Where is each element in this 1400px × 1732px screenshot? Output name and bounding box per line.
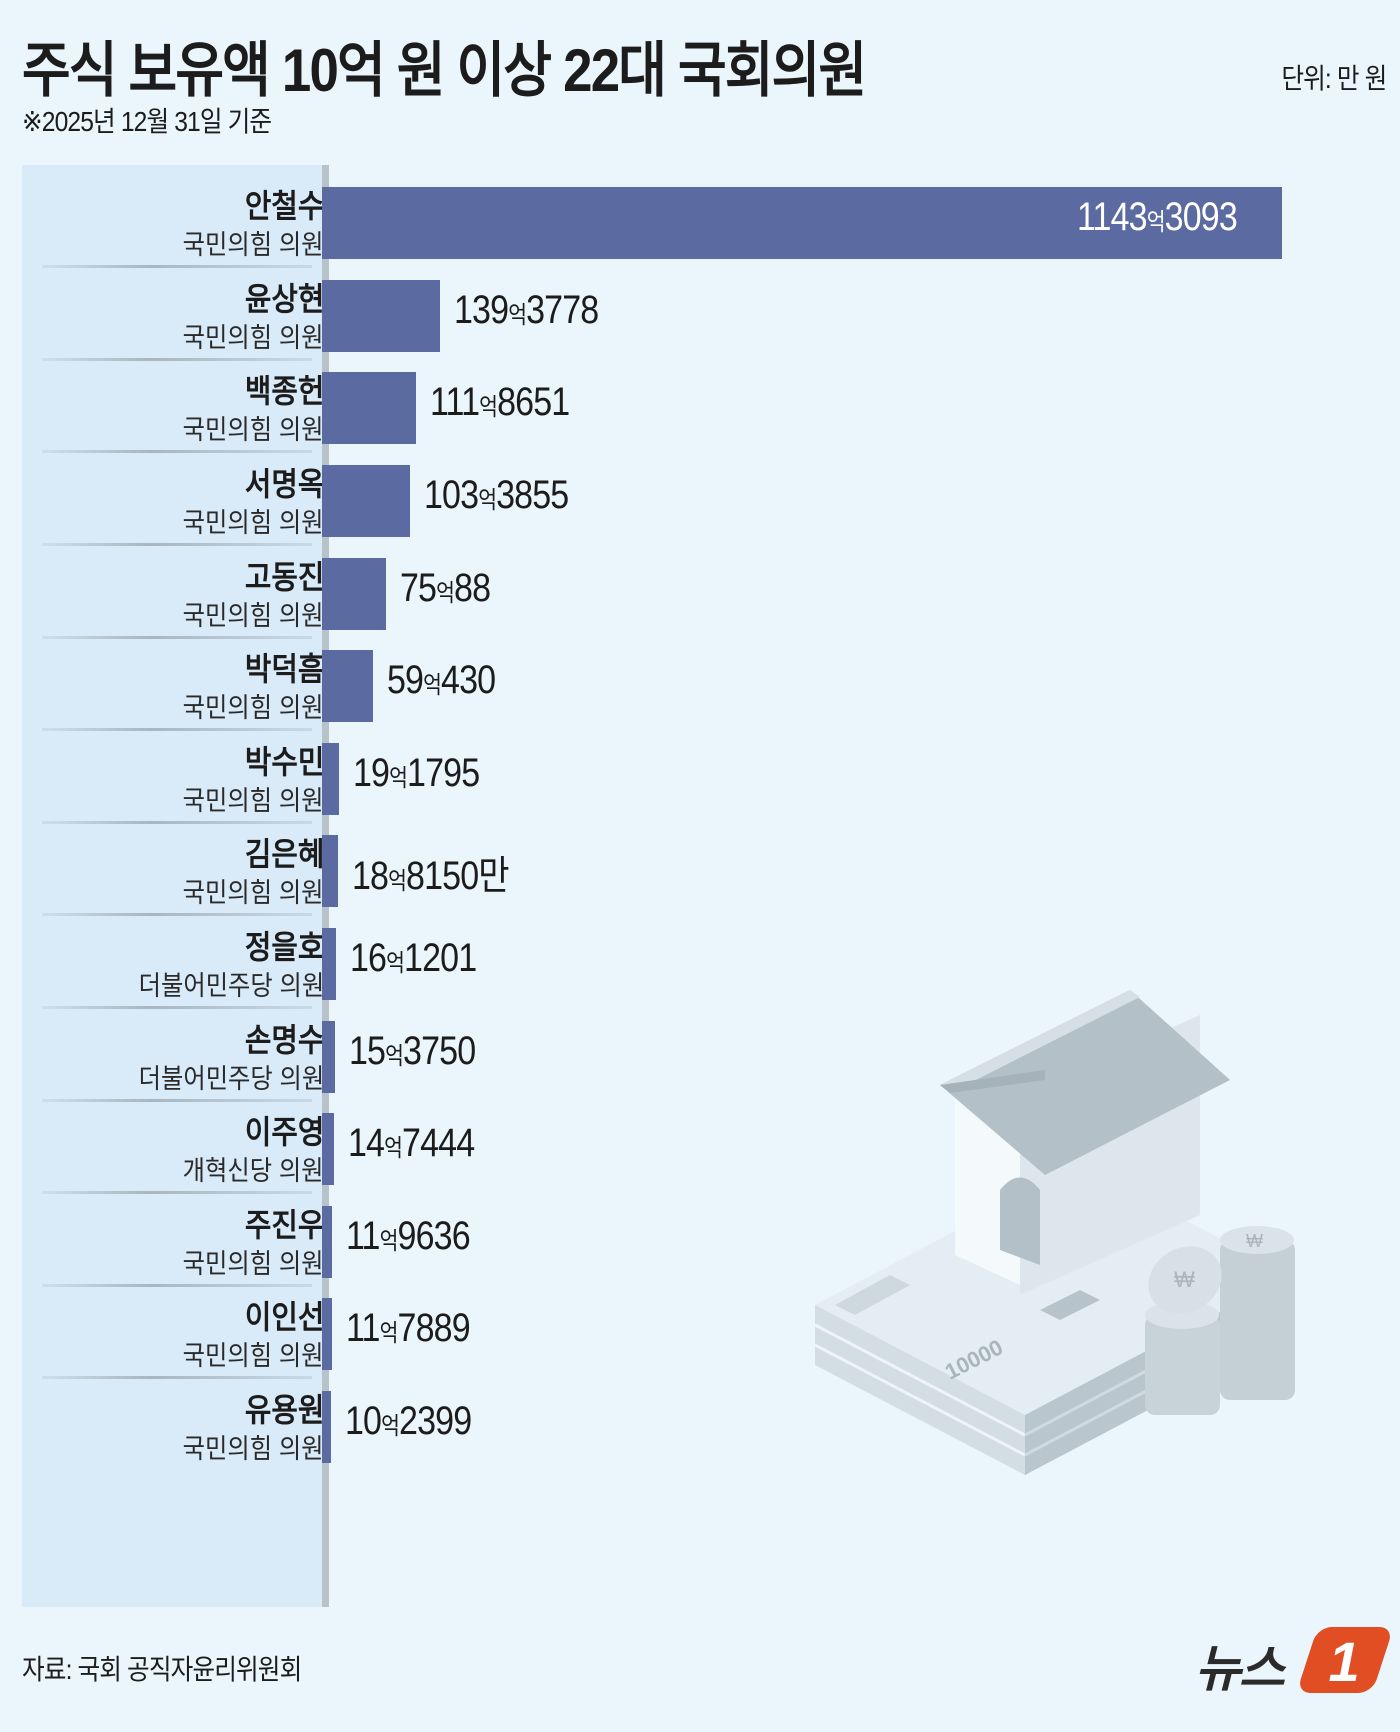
svg-text:₩: ₩: [1174, 1267, 1195, 1292]
member-name: 이인선: [244, 1299, 324, 1335]
member-party: 국민의힘 의원: [183, 693, 324, 723]
value-bar: [322, 558, 386, 630]
member-name: 박수민: [244, 744, 324, 780]
row-divider: [42, 358, 312, 361]
house-money-illustration: 10000 ₩ ₩: [814, 990, 1295, 1475]
value-label: 11억7889: [346, 1306, 471, 1350]
value-label: 75억88: [400, 566, 491, 610]
value-label: 139억3778: [454, 288, 599, 332]
value-bar: [322, 1113, 334, 1185]
member-name: 김은혜: [244, 836, 324, 872]
member-name: 윤상현: [244, 281, 324, 317]
row-divider: [42, 543, 312, 546]
member-name: 고동진: [244, 559, 324, 595]
row-divider: [42, 265, 312, 268]
row-divider: [42, 1099, 312, 1102]
value-bar: [322, 187, 1282, 259]
member-name: 백종헌: [244, 373, 324, 409]
member-name: 박덕흠: [244, 651, 324, 687]
coin-stack-icon: ₩ ₩: [1145, 1226, 1295, 1415]
member-party: 국민의힘 의원: [183, 1341, 324, 1371]
member-party: 국민의힘 의원: [183, 601, 324, 631]
member-party: 국민의힘 의원: [183, 1249, 324, 1279]
member-party: 국민의힘 의원: [183, 323, 324, 353]
value-bar: [322, 280, 440, 352]
value-label: 111억8651: [430, 380, 570, 424]
logo-text: 뉴스: [1195, 1641, 1285, 1697]
member-party: 개혁신당 의원: [183, 1156, 324, 1186]
member-party: 국민의힘 의원: [183, 1434, 324, 1464]
unit-label: 단위: 만 원: [1280, 63, 1387, 94]
value-bar: [322, 1021, 335, 1093]
value-label: 18억8150만: [352, 854, 510, 898]
member-party: 더불어민주당 의원: [138, 971, 324, 1001]
row-divider: [42, 728, 312, 731]
source-note: 자료: 국회 공직자윤리위원회: [22, 1654, 302, 1685]
member-name: 정을호: [244, 929, 324, 965]
value-label: 19억1795: [353, 751, 480, 795]
member-name: 서명옥: [244, 466, 324, 502]
member-name: 손명수: [244, 1022, 324, 1058]
value-label: 11억9636: [346, 1214, 471, 1258]
member-party: 국민의힘 의원: [183, 878, 324, 908]
logo-badge: 1: [1296, 1627, 1394, 1693]
chart-title: 주식 보유액 10억 원 이상 22대 국회의원: [22, 37, 867, 104]
row-divider: [42, 1006, 312, 1009]
value-bar: [322, 465, 410, 537]
member-name: 유용원: [244, 1392, 324, 1428]
svg-text:₩: ₩: [1246, 1231, 1263, 1251]
value-label: 59억430: [387, 658, 496, 702]
row-divider: [42, 636, 312, 639]
value-bar: [322, 372, 416, 444]
row-divider: [42, 1376, 312, 1379]
value-bar: [322, 1391, 331, 1463]
value-bar: [322, 928, 336, 1000]
member-party: 국민의힘 의원: [183, 230, 324, 260]
value-label: 15억3750: [349, 1029, 476, 1073]
value-label: 1143억3093: [1077, 195, 1238, 239]
row-divider: [42, 1284, 312, 1287]
member-party: 국민의힘 의원: [183, 786, 324, 816]
value-label: 14억7444: [348, 1121, 475, 1165]
row-divider: [42, 450, 312, 453]
row-divider: [42, 821, 312, 824]
chart-subtitle: ※2025년 12월 31일 기준: [22, 106, 272, 137]
value-bar: [322, 1298, 332, 1370]
value-label: 10억2399: [345, 1399, 472, 1443]
member-party: 국민의힘 의원: [183, 415, 324, 445]
row-divider: [42, 1191, 312, 1194]
value-label: 16억1201: [350, 936, 477, 980]
house-icon: [940, 990, 1230, 1295]
value-bar: [322, 835, 338, 907]
value-label: 103억3855: [424, 473, 569, 517]
news1-logo: 뉴스 1: [1195, 1625, 1394, 1697]
member-name: 주진우: [244, 1207, 324, 1243]
member-party: 국민의힘 의원: [183, 508, 324, 538]
value-bar: [322, 650, 373, 722]
label-panel: [22, 165, 324, 1607]
value-bar: [322, 743, 339, 815]
member-party: 더불어민주당 의원: [138, 1064, 324, 1094]
row-divider: [42, 913, 312, 916]
value-bar: [322, 1206, 332, 1278]
member-name: 안철수: [244, 188, 324, 224]
member-name: 이주영: [244, 1114, 324, 1150]
